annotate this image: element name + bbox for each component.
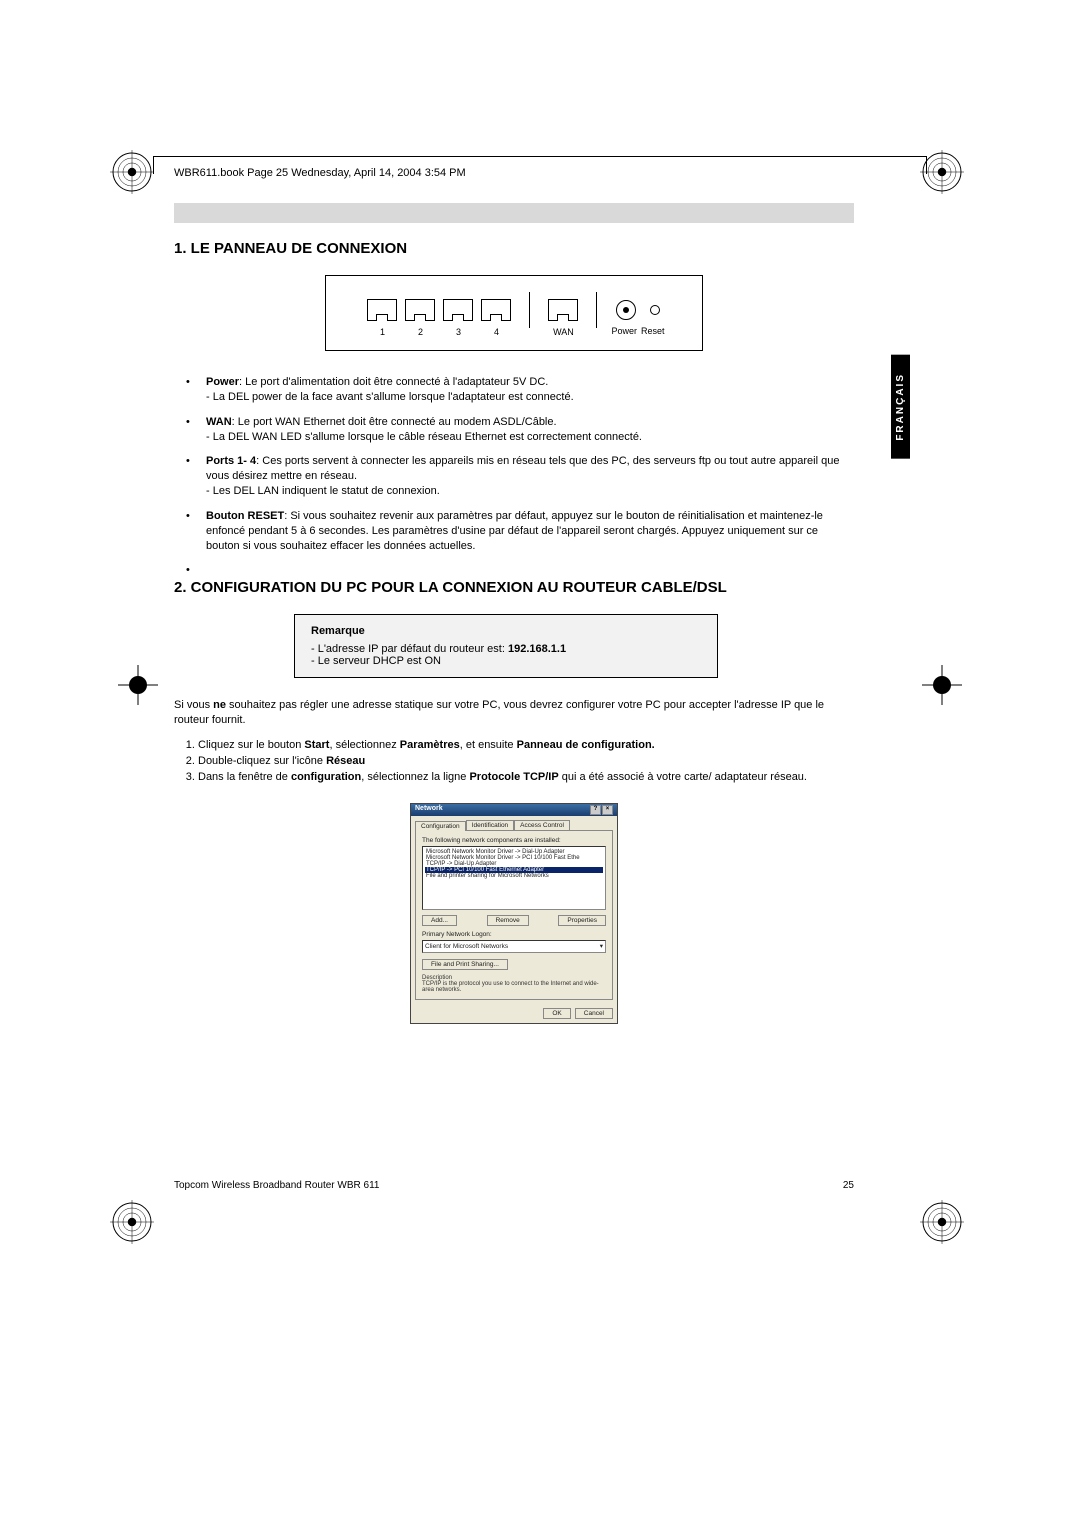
add-button[interactable]: Add... [422, 915, 457, 926]
remark-line1: - L'adresse IP par défaut du routeur est… [311, 643, 701, 655]
dialog-title: Network [415, 805, 443, 815]
tab-identification[interactable]: Identification [466, 820, 515, 830]
header-gray-bar [174, 203, 854, 223]
intro-paragraph: Si vous ne souhaitez pas régler une adre… [174, 698, 854, 728]
remark-line2: - Le serveur DHCP est ON [311, 655, 701, 667]
bullet-power-strong: Power [206, 376, 239, 388]
bullet-wan: WAN: Le port WAN Ethernet doit être conn… [174, 415, 854, 445]
reset-icon [650, 305, 660, 315]
logon-combo[interactable]: Client for Microsoft Networks▾ [422, 940, 606, 953]
bullet-ports: Ports 1- 4: Ces ports servent à connecte… [174, 454, 854, 499]
file-print-sharing-button[interactable]: File and Print Sharing... [422, 959, 508, 970]
step-3: Dans la fenêtre de configuration, sélect… [198, 770, 854, 785]
tab-configuration[interactable]: Configuration [415, 821, 466, 831]
port-2-label: 2 [418, 327, 423, 337]
port-3-icon [443, 299, 473, 321]
page-header: WBR611.book Page 25 Wednesday, April 14,… [174, 167, 466, 179]
bullet-ports-text: : Ces ports servent à connecter les appa… [206, 455, 839, 482]
step-1: Cliquez sur le bouton Start, sélectionne… [198, 738, 854, 753]
port-1-icon [367, 299, 397, 321]
network-dialog: Network ? × Configuration Identification… [410, 803, 618, 1024]
port-wan-label: WAN [553, 327, 574, 337]
frame-tick-tl [153, 156, 154, 174]
crop-mark-bl [100, 1190, 170, 1260]
list-row[interactable]: File and printer sharing for Microsoft N… [425, 873, 603, 879]
cancel-button[interactable]: Cancel [575, 1008, 613, 1019]
bullet-power-text: : Le port d'alimentation doit être conne… [239, 376, 548, 388]
connection-panel-diagram: 1 2 3 4 WAN Power Reset [325, 275, 703, 351]
bullet-reset-strong: Bouton RESET [206, 510, 284, 522]
tab-access-control[interactable]: Access Control [514, 820, 570, 830]
crop-mark-br [910, 1190, 980, 1260]
bullet-list: Power: Le port d'alimentation doit être … [174, 375, 854, 553]
bullet-ports-sub: - Les DEL LAN indiquent le statut de con… [206, 485, 440, 497]
bullet-wan-text: : Le port WAN Ethernet doit être connect… [232, 416, 557, 428]
desc-text: TCP/IP is the protocol you use to connec… [422, 981, 606, 993]
remark-title: Remarque [311, 625, 701, 637]
section1-title: 1. LE PANNEAU DE CONNEXION [174, 240, 854, 257]
frame-line-top [153, 156, 927, 157]
logon-label: Primary Network Logon: [422, 931, 606, 938]
bullet-wan-sub: - La DEL WAN LED s'allume lorsque le câb… [206, 431, 642, 443]
footer-right: 25 [843, 1180, 854, 1191]
crop-mark-tr [910, 140, 980, 210]
divider-icon [529, 292, 530, 328]
divider-icon [596, 292, 597, 328]
footer-left: Topcom Wireless Broadband Router WBR 611 [174, 1180, 379, 1191]
chevron-down-icon: ▾ [600, 942, 603, 950]
bullet-reset: Bouton RESET: Si vous souhaitez revenir … [174, 509, 854, 554]
power-icon [616, 300, 636, 320]
bullet-power-sub: - La DEL power de la face avant s'allume… [206, 391, 574, 403]
remove-button[interactable]: Remove [487, 915, 529, 926]
port-4-icon [481, 299, 511, 321]
port-2-icon [405, 299, 435, 321]
properties-button[interactable]: Properties [558, 915, 606, 926]
bullet-reset-text: : Si vous souhaitez revenir aux paramètr… [206, 510, 823, 552]
components-listbox[interactable]: Microsoft Network Monitor Driver -> Dial… [422, 846, 606, 910]
bullet-power: Power: Le port d'alimentation doit être … [174, 375, 854, 405]
bullet-ports-strong: Ports 1- 4 [206, 455, 256, 467]
remark-box: Remarque - L'adresse IP par défaut du ro… [294, 614, 718, 678]
port-3-label: 3 [456, 327, 461, 337]
language-tab: FRANÇAIS [891, 355, 910, 459]
bullet-wan-strong: WAN [206, 416, 232, 428]
crop-mark-mr [922, 665, 962, 705]
power-label: Power [611, 326, 637, 336]
section2-title: 2. CONFIGURATION DU PC POUR LA CONNEXION… [174, 579, 734, 596]
dialog-tabs: Configuration Identification Access Cont… [411, 816, 617, 830]
dialog-help-icon[interactable]: ? [590, 805, 601, 815]
ok-button[interactable]: OK [543, 1008, 570, 1019]
crop-mark-ml [118, 665, 158, 705]
frame-tick-tr [926, 156, 927, 174]
list-label: The following network components are ins… [422, 837, 606, 844]
list-row[interactable]: Microsoft Network Monitor Driver -> PCI … [425, 855, 603, 861]
dialog-titlebar: Network ? × [411, 804, 617, 816]
port-1-label: 1 [380, 327, 385, 337]
port-4-label: 4 [494, 327, 499, 337]
content-area: 1. LE PANNEAU DE CONNEXION 1 2 3 4 WAN P… [174, 240, 854, 1024]
dialog-close-icon[interactable]: × [602, 805, 613, 815]
port-wan-icon [548, 299, 578, 321]
crop-mark-tl [100, 140, 170, 210]
page-footer: Topcom Wireless Broadband Router WBR 611… [174, 1180, 854, 1191]
reset-label: Reset [641, 326, 665, 336]
step-2: Double-cliquez sur l'icône Réseau [198, 754, 854, 769]
steps-list: Cliquez sur le bouton Start, sélectionne… [174, 738, 854, 785]
